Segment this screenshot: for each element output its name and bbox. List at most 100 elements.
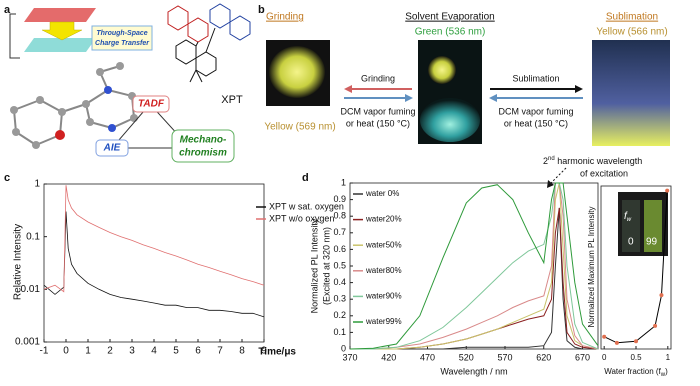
state-title: Solvent Evaporation	[405, 12, 495, 23]
x-tick-label: 1	[85, 346, 91, 357]
y-tick-label: 0.4	[333, 277, 346, 287]
panel-label: d	[302, 172, 309, 184]
x-axis-label: Time/μs	[258, 347, 296, 358]
x-tick-label: 570	[497, 352, 512, 362]
x-tick-label: -1	[40, 346, 49, 357]
y-tick-label: 0.9	[333, 194, 346, 204]
property-label: Mechano-	[180, 135, 227, 146]
label-part: w	[627, 217, 632, 223]
property-label: chromism	[179, 148, 227, 159]
x-tick-label: 8	[239, 346, 245, 357]
x-tick-label: 670	[575, 352, 590, 362]
data-point	[614, 340, 619, 345]
x-tick-label: 7	[217, 346, 223, 357]
state-title: Grinding	[266, 12, 304, 23]
annotation-part: 2	[543, 156, 548, 166]
photo-label: fw	[624, 211, 632, 223]
x-tick-label: 0.5	[630, 353, 642, 362]
x-tick-label: 2	[107, 346, 113, 357]
photo-glow	[269, 46, 325, 98]
annotation-part: nd	[548, 156, 555, 162]
x-tick-label: 4	[151, 346, 157, 357]
arrow-label: Grinding	[361, 73, 395, 83]
annotation-arrow	[547, 167, 567, 188]
state-color: Green (536 nm)	[415, 27, 486, 38]
legend-label: water90%	[365, 292, 402, 301]
annotation: 2nd harmonic wavelength	[543, 156, 642, 167]
y-tick-label: 1	[341, 177, 346, 187]
y-tick-label: 0.2	[333, 310, 346, 320]
photo-glow	[428, 56, 456, 84]
data-line	[43, 211, 265, 318]
panel-label: c	[4, 172, 10, 184]
legend-label: XPT w/o oxygen	[269, 213, 334, 223]
arrow-label: Sublimation	[512, 73, 559, 83]
molecule-name: XPT	[221, 94, 243, 106]
photo-label: 99	[646, 237, 658, 248]
data-line	[350, 182, 599, 350]
arrow-label: or heat (150 °C)	[504, 118, 568, 128]
label-part: )	[665, 367, 668, 376]
x-tick-label: 3	[129, 346, 135, 357]
data-line	[350, 207, 599, 350]
panel-label: b	[258, 4, 265, 16]
y-tick-label: 0.001	[15, 337, 40, 348]
photo	[592, 40, 670, 146]
y-tick-label: 0.01	[21, 284, 41, 295]
data-line	[350, 182, 599, 350]
x-tick-label: 370	[342, 352, 357, 362]
plot-frame	[43, 183, 265, 343]
x-tick-label: 0	[602, 353, 607, 362]
scheme-text: Charge Transfer	[95, 40, 150, 47]
data-line	[349, 182, 599, 350]
arrow-label: DCM vapor fuming	[498, 106, 573, 116]
state-title: Sublimation	[606, 12, 658, 23]
state-color: Yellow (569 nm)	[264, 122, 335, 133]
legend-label: water50%	[365, 240, 402, 249]
annotation: of excitation	[580, 168, 628, 178]
legend-label: XPT w sat. oxygen	[269, 201, 344, 211]
y-tick-label: 0.5	[333, 260, 346, 270]
x-tick-label: 620	[536, 352, 551, 362]
photo-glow	[420, 98, 480, 142]
y-tick-label: 0.1	[333, 327, 346, 337]
label-part: w	[660, 372, 666, 378]
panel-label: a	[4, 4, 11, 16]
y-tick-label: 0.6	[333, 244, 346, 254]
property-label: TADF	[138, 99, 165, 110]
y-tick-label: 0.8	[333, 211, 346, 221]
label-part: f	[624, 211, 628, 222]
property-label: AIE	[103, 143, 121, 154]
data-point	[659, 293, 664, 298]
x-axis-label: Water fraction (fw)	[604, 367, 668, 377]
y-tick-label: 0.1	[26, 231, 40, 242]
x-tick-label: 520	[459, 352, 474, 362]
data-line	[603, 190, 668, 344]
data-line	[350, 207, 598, 350]
y-axis-label: Normalized Maximum PL Intensity	[587, 206, 596, 327]
legend-label: water80%	[365, 266, 402, 275]
y-axis-label: Normalized PL Intensity	[309, 218, 319, 313]
charge-transfer-scheme: Through-Space Charge Transfer	[9, 8, 153, 59]
y-tick-label: 0.7	[333, 227, 346, 237]
y-tick-label: 1	[34, 179, 40, 190]
scheme-text: Through-Space	[96, 30, 147, 37]
ball-stick-model	[10, 62, 138, 149]
y-tick-label: 0	[341, 343, 346, 353]
arrow-label: DCM vapor fuming	[340, 106, 415, 116]
xpt-structure	[167, 3, 251, 83]
x-tick-label: 6	[195, 346, 201, 357]
x-tick-label: 9	[261, 346, 267, 357]
data-point	[665, 188, 670, 193]
data-point	[653, 323, 658, 328]
label-part: Water fraction (f	[604, 367, 661, 376]
y-axis-label: Relative Intensity	[13, 224, 24, 300]
data-point	[634, 339, 638, 344]
x-axis-label: Wavelength / nm	[440, 366, 507, 376]
x-tick-label: 420	[381, 352, 396, 362]
annotation-part: harmonic wavelength	[555, 156, 643, 166]
legend-label: water 0%	[365, 189, 399, 198]
photo-label: 0	[628, 237, 634, 248]
data-point	[602, 334, 607, 339]
